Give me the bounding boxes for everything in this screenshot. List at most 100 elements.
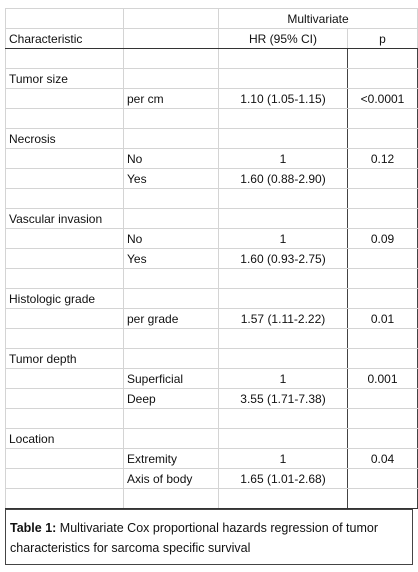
table-row: Axis of body 1.65 (1.01-2.68) [5,468,418,489]
cell [346,128,418,149]
caption-text: Multivariate Cox proportional hazards re… [10,521,378,555]
table-row: Extremity 1 0.04 [5,448,418,469]
header-cell: Characteristic [5,28,124,49]
hazard-ratio: 1 [218,448,348,469]
cell [123,428,219,449]
cell [218,348,348,369]
cell [218,488,348,509]
cell [346,268,418,289]
p-value [346,248,418,269]
group-name: Tumor size [5,68,124,89]
table-row: Yes 1.60 (0.88-2.90) [5,168,418,189]
cell [5,228,124,249]
cell [218,128,348,149]
p-value: 0.09 [346,228,418,249]
p-value [346,168,418,189]
cell [346,188,418,209]
table-row: Histologic grade [5,288,418,309]
cell [218,288,348,309]
header-cell: p [346,28,418,49]
level: Yes [123,168,219,189]
cell [346,108,418,129]
table-row: Yes 1.60 (0.93-2.75) [5,248,418,269]
p-value: <0.0001 [346,88,418,109]
cell [123,8,219,29]
cell [218,48,348,69]
cell [5,148,124,169]
cell [218,108,348,129]
cell [5,488,124,509]
cell [5,308,124,329]
caption: Table 1: Multivariate Cox proportional h… [5,509,413,565]
cell [123,28,219,49]
cell [123,208,219,229]
table-row [5,408,418,429]
level: Extremity [123,448,219,469]
group-name: Histologic grade [5,288,124,309]
level: Axis of body [123,468,219,489]
cell [346,48,418,69]
caption-label: Table 1: [10,521,57,535]
group-name: Tumor depth [5,348,124,369]
cell [5,248,124,269]
header-cell: HR (95% CI) [218,28,348,49]
cell [5,448,124,469]
cell [5,468,124,489]
table-row [5,108,418,129]
cell [123,68,219,89]
hazard-ratio: 1 [218,228,348,249]
cell [123,128,219,149]
level: per grade [123,308,219,329]
hazard-ratio: 1.65 (1.01-2.68) [218,468,348,489]
cell [123,488,219,509]
table-row: Vascular invasion [5,208,418,229]
hazard-ratio: 1.60 (0.93-2.75) [218,248,348,269]
cell [123,188,219,209]
results-table: Multivariate Characteristic HR (95% CI) p Tu… [5,8,418,509]
cell [346,428,418,449]
cell [123,348,219,369]
cell [218,408,348,429]
table-row: per grade 1.57 (1.11-2.22) 0.01 [5,308,418,329]
table-row: Characteristic HR (95% CI) p [5,28,418,49]
cell [5,88,124,109]
table-row [5,268,418,289]
table-row: Tumor depth [5,348,418,369]
cell [346,348,418,369]
table-row: Necrosis [5,128,418,149]
cell [123,328,219,349]
cell [346,288,418,309]
cell [5,408,124,429]
table-row: per cm 1.10 (1.05-1.15) <0.0001 [5,88,418,109]
cell [218,68,348,89]
cell [346,68,418,89]
cell [123,408,219,429]
cell [5,268,124,289]
cell [346,328,418,349]
hazard-ratio: 1 [218,148,348,169]
cell [5,48,124,69]
header-group: Multivariate [217,8,418,29]
p-value [346,388,418,409]
cell [218,428,348,449]
table-row [5,488,418,509]
cell [218,208,348,229]
level: Deep [123,388,219,409]
level: Yes [123,248,219,269]
group-name: Location [5,428,124,449]
table-row: Tumor size [5,68,418,89]
cell [218,188,348,209]
level: No [123,228,219,249]
table-row: Location [5,428,418,449]
p-value: 0.04 [346,448,418,469]
level: per cm [123,88,219,109]
table-row: Multivariate [5,8,418,29]
hazard-ratio: 1 [218,368,348,389]
cell [346,408,418,429]
table-row [5,48,418,69]
table-row [5,188,418,209]
cell [123,48,219,69]
level: No [123,148,219,169]
cell [218,268,348,289]
cell [5,368,124,389]
